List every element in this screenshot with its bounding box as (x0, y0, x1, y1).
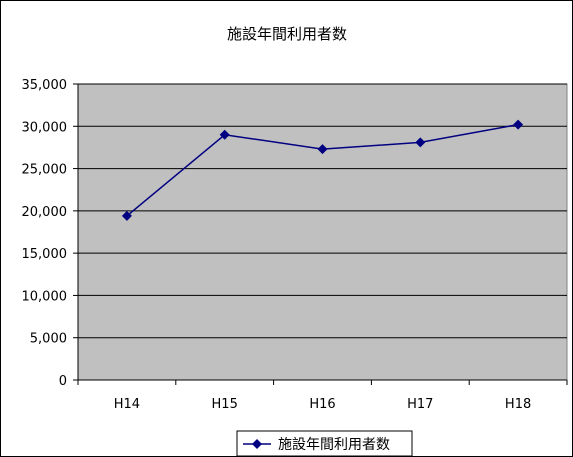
y-tick-label: 10,000 (22, 289, 68, 304)
legend: 施設年間利用者数 (236, 430, 413, 456)
x-tick-label: H15 (212, 397, 238, 412)
axis-layer (73, 83, 568, 385)
data-point (513, 119, 524, 130)
y-tick-label: 20,000 (22, 205, 68, 220)
series-layer (121, 119, 524, 221)
data-point (219, 129, 230, 140)
grid-layer (78, 83, 567, 339)
x-tick-label: H16 (309, 397, 335, 412)
y-tick-label: 25,000 (22, 163, 68, 178)
y-tick-label: 35,000 (22, 78, 68, 93)
legend-label: 施設年間利用者数 (278, 437, 390, 453)
y-tick-label: 15,000 (22, 247, 68, 262)
data-point (317, 144, 328, 155)
y-tick-label: 0 (59, 374, 67, 389)
legend-marker (252, 439, 262, 449)
plot-area (77, 83, 568, 381)
x-tick-label: H18 (505, 397, 531, 412)
y-tick-label: 30,000 (22, 120, 68, 135)
x-tick-label: H17 (407, 397, 433, 412)
y-tick-label: 5,000 (30, 332, 67, 347)
data-point (415, 137, 426, 148)
x-tick-label: H14 (114, 397, 140, 412)
label-layer: 0 5,000 10,000 15,000 20,000 25,000 30,000 35,0… (22, 78, 532, 412)
data-point (121, 210, 132, 221)
chart-title: 施設年間利用者数 (227, 25, 347, 43)
